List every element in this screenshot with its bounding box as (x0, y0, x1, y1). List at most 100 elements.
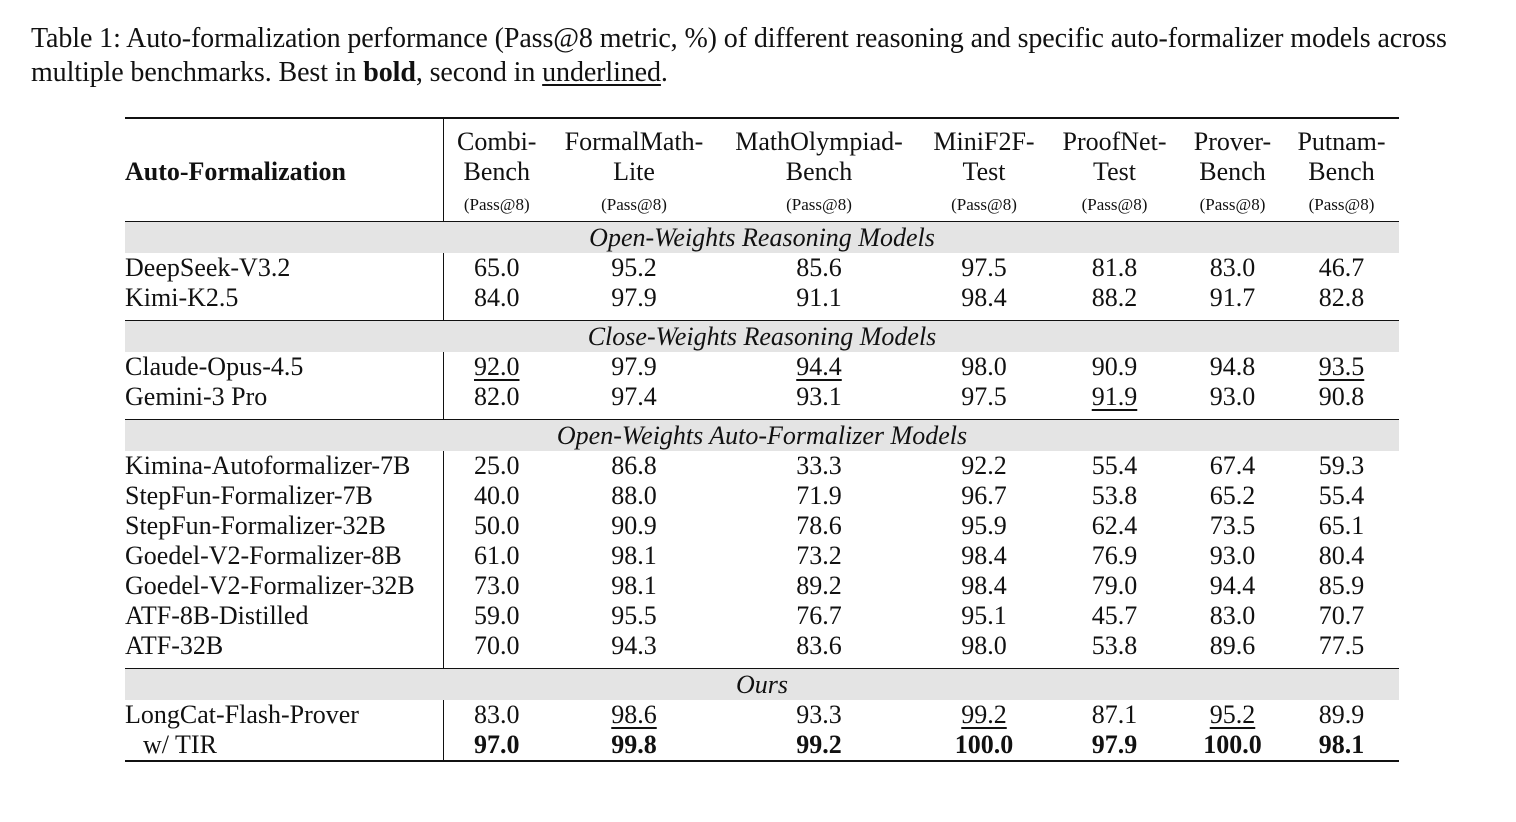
score-cell: 25.0 (443, 451, 550, 481)
score-value: 77.5 (1318, 631, 1365, 660)
score-cell: 82.0 (443, 382, 550, 412)
score-cell: 83.0 (1181, 601, 1284, 631)
score-value: 45.7 (1091, 601, 1138, 630)
metric-label: (Pass@8) (1308, 195, 1375, 214)
model-name-cell: LongCat-Flash-Prover (125, 700, 444, 730)
score-cell: 85.9 (1284, 571, 1399, 601)
score-value: 83.0 (474, 700, 520, 729)
col-header-line1: Prover- (1193, 127, 1272, 156)
score-cell: 76.9 (1048, 541, 1181, 571)
table-row: StepFun-Formalizer-7B 40.0 88.0 71.9 96.7 53.… (125, 481, 1399, 511)
score-cell: 97.4 (550, 382, 718, 412)
spacer-cell (125, 313, 444, 321)
model-name-cell: ATF-8B-Distilled (125, 601, 444, 631)
score-cell: 95.2 (1181, 700, 1284, 730)
score-cell: 94.8 (1181, 352, 1284, 382)
score-value: 88.2 (1091, 283, 1138, 312)
caption-bold-word: bold (363, 57, 416, 88)
score-cell: 99.2 (920, 700, 1048, 730)
score-value: 94.3 (611, 631, 657, 660)
col-header-line2: Bench (1199, 157, 1266, 186)
score-value: 98.1 (1318, 730, 1365, 759)
score-cell: 65.0 (443, 253, 550, 283)
score-value: 83.0 (1209, 253, 1256, 282)
score-cell: 59.0 (443, 601, 550, 631)
spacer-cell (443, 313, 1399, 321)
score-value: 100.0 (1203, 730, 1262, 759)
score-cell: 53.8 (1048, 481, 1181, 511)
score-value: 81.8 (1091, 253, 1138, 282)
score-cell: 84.0 (443, 283, 550, 313)
section-header-row: Open-Weights Reasoning Models (125, 221, 1399, 253)
col-header-putnam-bench: Putnam- Bench (Pass@8) (1284, 118, 1399, 222)
score-value: 91.7 (1209, 283, 1256, 312)
score-value: 73.2 (796, 541, 842, 570)
score-value: 62.4 (1091, 511, 1138, 540)
score-cell: 50.0 (443, 511, 550, 541)
score-cell: 73.0 (443, 571, 550, 601)
score-cell: 97.0 (443, 730, 550, 761)
score-cell: 45.7 (1048, 601, 1181, 631)
score-value: 95.5 (611, 601, 657, 630)
score-value: 83.6 (796, 631, 842, 660)
score-cell: 80.4 (1284, 541, 1399, 571)
score-value: 59.3 (1318, 451, 1365, 480)
score-value: 98.4 (961, 571, 1007, 600)
score-cell: 89.9 (1284, 700, 1399, 730)
score-value: 53.8 (1091, 631, 1138, 660)
score-value: 99.2 (796, 730, 842, 759)
col-header-line2: Test (1093, 157, 1136, 186)
table-row: Kimina-Autoformalizer-7B 25.0 86.8 33.3 92.2… (125, 451, 1399, 481)
score-value: 95.2 (1209, 700, 1256, 729)
col-header-line2: Bench (463, 157, 530, 186)
model-name-cell: w/ TIR (125, 730, 444, 761)
score-value: 78.6 (796, 511, 842, 540)
score-cell: 99.2 (718, 730, 920, 761)
score-value: 97.5 (961, 382, 1007, 411)
score-cell: 79.0 (1048, 571, 1181, 601)
score-value: 85.9 (1318, 571, 1365, 600)
score-cell: 93.0 (1181, 541, 1284, 571)
score-value: 93.3 (796, 700, 842, 729)
spacer-cell (125, 661, 444, 669)
score-value: 70.0 (474, 631, 520, 660)
score-value: 76.7 (796, 601, 842, 630)
col-header-line2: Lite (613, 157, 655, 186)
caption-text-2: , second in (415, 57, 543, 88)
model-name-cell: DeepSeek-V3.2 (125, 253, 444, 283)
section-header-row: Open-Weights Auto-Formalizer Models (125, 419, 1399, 451)
col-header-line1: Putnam- (1297, 127, 1386, 156)
score-value: 92.0 (474, 352, 520, 381)
score-value: 90.9 (1091, 352, 1138, 381)
score-value: 94.8 (1209, 352, 1256, 381)
score-cell: 73.5 (1181, 511, 1284, 541)
score-cell: 89.2 (718, 571, 920, 601)
score-value: 82.0 (474, 382, 520, 411)
metric-label: (Pass@8) (1081, 195, 1148, 214)
score-cell: 93.3 (718, 700, 920, 730)
score-cell: 97.9 (550, 283, 718, 313)
score-cell: 97.9 (1048, 730, 1181, 761)
score-cell: 95.2 (550, 253, 718, 283)
col-header-line2: Bench (785, 157, 853, 186)
score-cell: 65.1 (1284, 511, 1399, 541)
score-cell: 95.5 (550, 601, 718, 631)
table-caption: Table 1: Auto-formalization performance … (31, 22, 1501, 90)
model-name-cell: Goedel-V2-Formalizer-8B (125, 541, 444, 571)
score-cell: 61.0 (443, 541, 550, 571)
col-header-formalmath-lite: FormalMath- Lite (Pass@8) (550, 118, 718, 222)
model-name-cell: StepFun-Formalizer-7B (125, 481, 444, 511)
header-row: Auto-Formalization Combi- Bench (Pass@8) F… (125, 118, 1399, 222)
spacer-cell (125, 412, 444, 420)
score-cell: 67.4 (1181, 451, 1284, 481)
metric-label: (Pass@8) (601, 195, 667, 214)
score-value: 97.9 (611, 352, 657, 381)
table-row: Goedel-V2-Formalizer-32B 73.0 98.1 89.2 98.4… (125, 571, 1399, 601)
metric-label: (Pass@8) (786, 195, 852, 214)
table-row: DeepSeek-V3.2 65.0 95.2 85.6 97.5 81.8 83.0 46.… (125, 253, 1399, 283)
model-name-cell: Claude-Opus-4.5 (125, 352, 444, 382)
results-table-body: Open-Weights Reasoning Models DeepSeek-V3… (125, 221, 1399, 761)
score-cell: 100.0 (1181, 730, 1284, 761)
score-value: 97.9 (1091, 730, 1138, 759)
score-cell: 93.0 (1181, 382, 1284, 412)
